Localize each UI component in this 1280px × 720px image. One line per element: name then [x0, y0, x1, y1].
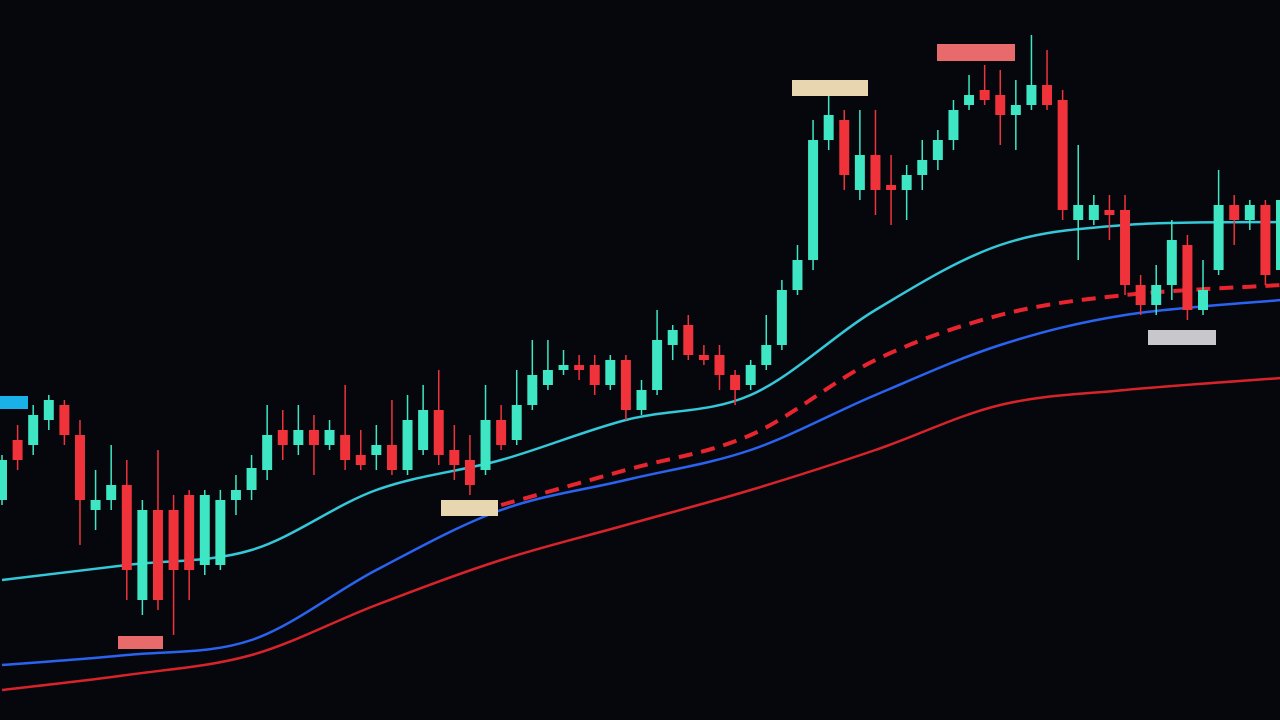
- candle-body: [386, 445, 397, 470]
- candle-body: [1073, 205, 1084, 220]
- candle-body: [527, 375, 538, 405]
- candle-body: [137, 510, 148, 600]
- candle-body: [199, 495, 210, 565]
- candle-body: [823, 115, 834, 140]
- candle-body: [979, 90, 990, 100]
- candle-body: [901, 175, 912, 190]
- candle-body: [745, 365, 756, 385]
- candle-body: [589, 365, 600, 385]
- candle-body: [496, 420, 507, 445]
- candle-body: [106, 485, 117, 500]
- candle-body: [43, 400, 54, 420]
- candle-body: [1213, 205, 1224, 270]
- candle-body: [90, 500, 101, 510]
- candle-body: [277, 430, 288, 445]
- candle-body: [168, 510, 179, 570]
- candle-body: [1010, 105, 1021, 115]
- candle-body: [995, 95, 1006, 115]
- markers: [0, 44, 1216, 649]
- marker: [441, 500, 498, 516]
- candle-body: [792, 260, 803, 290]
- candle-body: [308, 430, 319, 445]
- candle-body: [948, 110, 959, 140]
- candle-body: [0, 460, 7, 500]
- marker: [792, 80, 868, 96]
- candle-body: [761, 345, 772, 365]
- candle-body: [1120, 210, 1131, 285]
- candle-body: [1182, 245, 1193, 310]
- candle-body: [1135, 285, 1146, 305]
- candle-body: [230, 490, 241, 500]
- moving-average-line: [1, 376, 1280, 692]
- candle-body: [1057, 100, 1068, 210]
- candle-body: [932, 140, 943, 160]
- candle-body: [1104, 210, 1115, 215]
- candle-body: [1276, 200, 1280, 270]
- candle-body: [854, 155, 865, 190]
- candle-body: [574, 365, 585, 370]
- candle-body: [418, 410, 429, 450]
- candle-body: [324, 430, 335, 445]
- candle-body: [215, 500, 226, 565]
- candle-body: [667, 330, 678, 345]
- marker: [0, 396, 28, 409]
- candle-body: [1151, 285, 1162, 305]
- candle-body: [59, 405, 70, 435]
- marker: [937, 44, 1015, 61]
- candle-body: [1026, 85, 1037, 105]
- candle-body: [698, 355, 709, 360]
- candle-body: [74, 435, 85, 500]
- candle-body: [12, 440, 23, 460]
- moving-average-line: [1, 298, 1280, 667]
- candle-body: [371, 445, 382, 455]
- candle-body: [1088, 205, 1099, 220]
- candle-body: [542, 370, 553, 385]
- candle-body: [683, 325, 694, 355]
- candle-body: [152, 510, 163, 600]
- candle-body: [870, 155, 881, 190]
- candle-body: [776, 290, 787, 345]
- candle-body: [636, 390, 647, 410]
- candle-body: [558, 365, 569, 370]
- candle-body: [1166, 240, 1177, 285]
- candle-body: [964, 95, 975, 105]
- candle-body: [246, 468, 257, 490]
- candle-body: [1244, 205, 1255, 220]
- candle-body: [620, 360, 631, 410]
- candle-body: [886, 185, 897, 190]
- candle-body: [1198, 290, 1209, 310]
- candle-body: [1260, 205, 1271, 275]
- candle-body: [652, 340, 663, 390]
- candles: [0, 35, 1280, 635]
- marker: [1148, 330, 1216, 345]
- candle-body: [808, 140, 819, 260]
- candle-body: [730, 375, 741, 390]
- candle-body: [262, 435, 273, 470]
- candle-body: [511, 405, 522, 440]
- candle-body: [464, 460, 475, 485]
- candle-body: [605, 360, 616, 385]
- candle-body: [28, 415, 39, 445]
- candle-body: [714, 355, 725, 375]
- candle-body: [449, 450, 460, 465]
- candle-body: [480, 420, 491, 470]
- candle-body: [1229, 205, 1240, 220]
- candle-body: [340, 435, 351, 460]
- candle-body: [917, 160, 928, 175]
- candle-body: [839, 120, 850, 175]
- candle-body: [402, 420, 413, 470]
- candle-body: [293, 430, 304, 445]
- candle-body: [184, 495, 195, 570]
- candle-body: [121, 485, 132, 570]
- marker: [118, 636, 163, 649]
- candle-body: [355, 455, 366, 465]
- candle-body: [433, 410, 444, 455]
- candle-body: [1042, 85, 1053, 105]
